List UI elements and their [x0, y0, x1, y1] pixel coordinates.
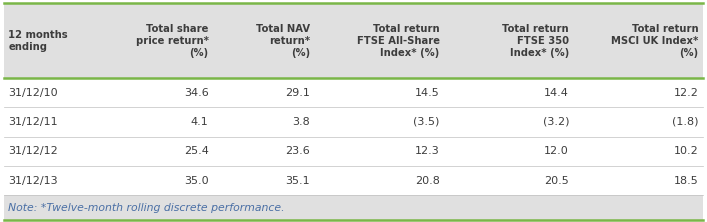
Text: 31/12/12: 31/12/12	[8, 146, 58, 156]
Text: 25.4: 25.4	[184, 146, 209, 156]
Text: Total return
FTSE All-Share
Index* (%): Total return FTSE All-Share Index* (%)	[356, 24, 440, 57]
Text: 12.2: 12.2	[674, 87, 699, 97]
Text: 31/12/10: 31/12/10	[8, 87, 58, 97]
Bar	[4, 78, 703, 107]
Text: Total return
MSCI UK Index*
(%): Total return MSCI UK Index* (%)	[611, 24, 699, 57]
Text: 12.0: 12.0	[544, 146, 569, 156]
Text: Total return
FTSE 350
Index* (%): Total return FTSE 350 Index* (%)	[503, 24, 569, 57]
Text: 35.0: 35.0	[184, 176, 209, 186]
Text: Total share
price return*
(%): Total share price return* (%)	[136, 24, 209, 57]
Text: 23.6: 23.6	[286, 146, 310, 156]
Text: 10.2: 10.2	[674, 146, 699, 156]
Bar	[4, 166, 703, 195]
Text: 3.8: 3.8	[292, 117, 310, 127]
Text: 34.6: 34.6	[184, 87, 209, 97]
Text: 20.5: 20.5	[544, 176, 569, 186]
Text: 31/12/13: 31/12/13	[8, 176, 58, 186]
Bar	[4, 195, 703, 220]
Bar	[4, 107, 703, 137]
Text: 4.1: 4.1	[191, 117, 209, 127]
Text: 14.5: 14.5	[415, 87, 440, 97]
Text: 18.5: 18.5	[674, 176, 699, 186]
Text: (3.5): (3.5)	[413, 117, 440, 127]
Text: Note: *Twelve-month rolling discrete performance.: Note: *Twelve-month rolling discrete per…	[8, 202, 285, 212]
Text: 12 months
ending: 12 months ending	[8, 30, 68, 52]
Text: 14.4: 14.4	[544, 87, 569, 97]
Text: (1.8): (1.8)	[672, 117, 699, 127]
Text: 20.8: 20.8	[415, 176, 440, 186]
Text: 35.1: 35.1	[286, 176, 310, 186]
Text: (3.2): (3.2)	[542, 117, 569, 127]
Bar	[4, 137, 703, 166]
Text: Total NAV
return*
(%): Total NAV return* (%)	[256, 24, 310, 57]
Bar	[4, 3, 703, 78]
Text: 12.3: 12.3	[415, 146, 440, 156]
Text: 29.1: 29.1	[285, 87, 310, 97]
Text: 31/12/11: 31/12/11	[8, 117, 58, 127]
